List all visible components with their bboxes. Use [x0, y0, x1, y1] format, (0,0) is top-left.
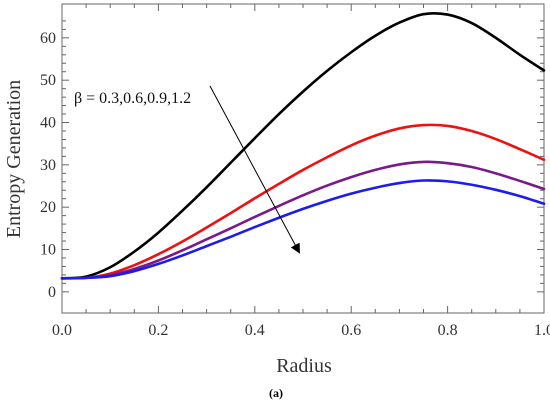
y-tick-label: 50	[40, 72, 56, 89]
figure-caption: (a)	[269, 386, 283, 400]
x-tick-label: 0.0	[52, 322, 72, 339]
series-line-3	[60, 160, 546, 280]
ticks-layer: 0.0 0.2 0.4 0.6 0.8 1.0 0 10 20 30 40 50 60	[40, 4, 550, 339]
y-tick-label: 30	[40, 157, 56, 174]
series-line-4	[60, 179, 546, 280]
annotation-arrow	[209, 85, 300, 254]
series-line-2	[60, 123, 546, 280]
y-tick-label: 40	[40, 115, 56, 132]
series-line-1	[60, 12, 546, 280]
x-tick-label: 0.2	[148, 322, 168, 339]
x-tick-label: 0.8	[438, 322, 458, 339]
x-tick-label: 0.4	[245, 322, 265, 339]
y-axis-title: Entropy Generation	[3, 80, 25, 238]
y-tick-label: 60	[40, 30, 56, 47]
x-axis-title: Radius	[276, 355, 332, 377]
series-layer	[60, 12, 546, 280]
x-tick-label: 0.6	[341, 322, 361, 339]
x-tick-label: 1.0	[534, 322, 550, 339]
y-tick-label: 20	[40, 199, 56, 216]
y-tick-label: 10	[40, 242, 56, 259]
y-tick-label: 0	[48, 284, 56, 301]
annotation-label: β = 0.3,0.6,0.9,1.2	[74, 90, 191, 107]
plot-frame	[61, 3, 545, 314]
